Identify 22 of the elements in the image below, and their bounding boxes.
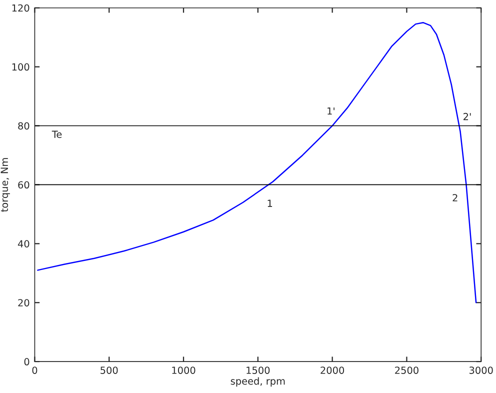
- y-tick-label: 0: [24, 358, 30, 366]
- y-axis-title: torque, Nm: [0, 158, 10, 212]
- y-tick-label: 40: [18, 240, 30, 248]
- x-tick-label: 3000: [469, 366, 493, 374]
- y-tick-label: 100: [12, 63, 30, 71]
- x-tick-label: 1500: [246, 366, 270, 374]
- x-tick-label: 0: [32, 366, 38, 374]
- annotation: 1: [268, 200, 272, 207]
- annotation: 2: [452, 194, 458, 202]
- x-axis-title: speed, rpm: [230, 377, 285, 387]
- x-tick-label: 500: [100, 366, 118, 374]
- annotation: 2': [464, 112, 471, 120]
- line-series: [37, 22, 477, 304]
- y-tick-label: 20: [18, 299, 30, 306]
- x-tick-label: 2500: [395, 366, 418, 374]
- x-tick-label: 1000: [172, 366, 196, 374]
- y-tick-label: 120: [12, 4, 30, 12]
- annotation: 1': [328, 107, 334, 115]
- y-tick-label: 80: [18, 122, 30, 130]
- y-tick-label: 60: [18, 181, 30, 189]
- x-tick-label: 2000: [320, 366, 344, 374]
- annotation: Te: [52, 130, 62, 138]
